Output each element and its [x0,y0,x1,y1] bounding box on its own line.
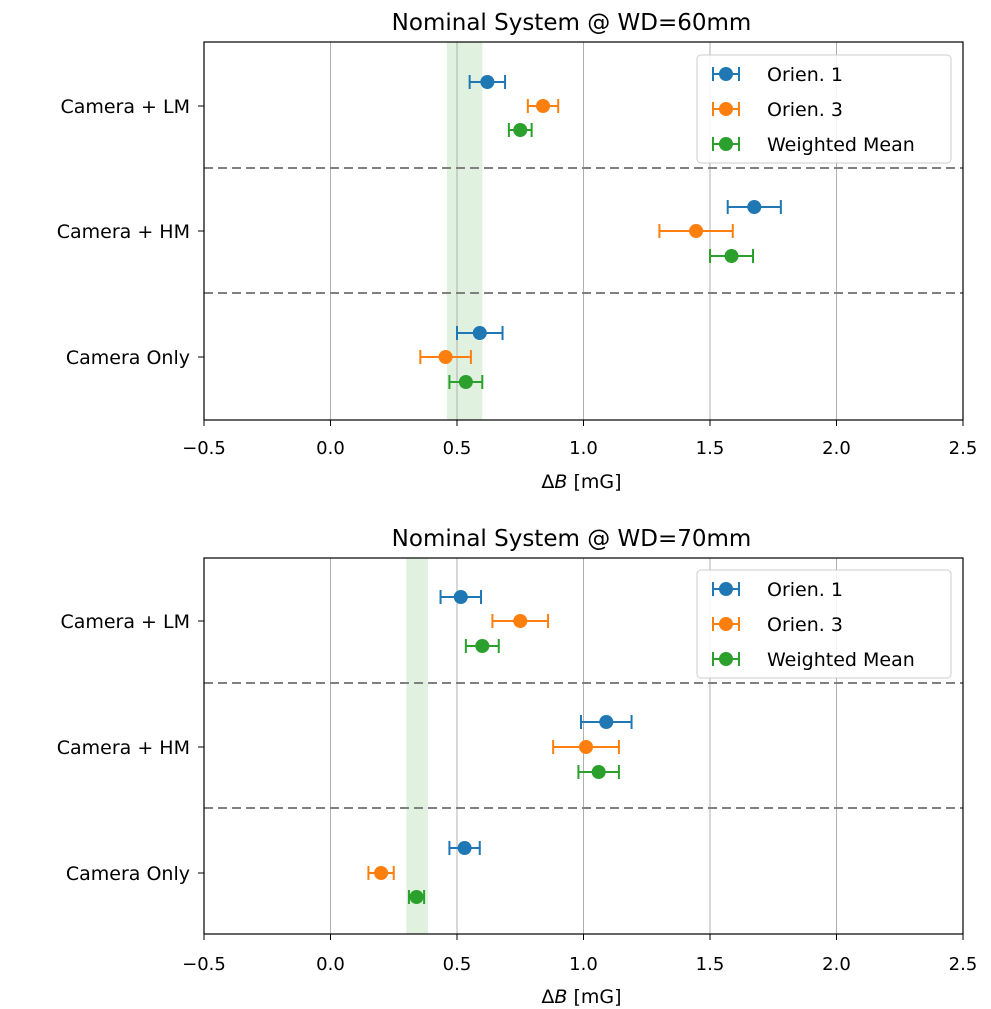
x-tick-label: 0.5 [443,954,472,975]
x-tick-label: 1.0 [569,954,598,975]
x-axis-label-delta: Δ [541,986,554,1008]
data-point [367,866,395,880]
point-marker [472,326,487,340]
point-marker [724,249,739,263]
reference-band [406,558,428,934]
legend-swatch-marker [719,102,733,116]
x-tick-label: −0.5 [182,438,226,459]
x-tick-label: 1.5 [696,954,725,975]
point-marker [457,841,472,855]
x-axis-label-unit: [mG] [567,986,621,1008]
x-tick-label: 0.0 [316,438,345,459]
legend-item: Orien. 3 [712,99,843,121]
legend-item: Orien. 1 [712,579,843,601]
data-point [468,75,507,89]
data-point [552,740,620,754]
legend-label: Orien. 3 [767,614,843,636]
x-axis-label-delta: Δ [541,471,554,493]
legend-swatch-marker [719,582,733,596]
point-marker [579,740,594,754]
x-tick-label: 2.0 [822,954,851,975]
legend-swatch-marker [719,67,733,81]
y-category-label: Camera + HM [57,737,190,759]
data-point [491,614,550,628]
x-tick-label: 1.5 [696,438,725,459]
legend-item: Orien. 3 [712,614,843,636]
data-point [448,375,484,389]
legend-swatch-marker [719,617,733,631]
legend: Orien. 1 Orien. 3 Weighted Mean [696,569,952,679]
chart-panel-2: −0.5 0.0 0.5 1.0 1.5 2.0 2.5 Camera + LM Camera … [57,526,978,1008]
y-category-label: Camera + HM [57,221,190,243]
data-point [456,326,504,340]
legend-box [696,569,952,679]
x-tick-label: 0.5 [443,438,472,459]
data-point [709,249,755,263]
point-marker [689,224,704,238]
data-point [464,639,500,653]
x-tick-label: 1.0 [569,438,598,459]
legend-label: Weighted Mean [767,134,915,156]
legend-swatch-marker [719,137,733,151]
y-category-label: Camera Only [66,863,190,885]
point-marker [513,614,528,628]
x-axis-label-unit: [mG] [567,471,621,493]
data-point [526,99,560,113]
point-marker [480,75,495,89]
chart-title: Nominal System @ WD=70mm [392,526,752,552]
data-point [579,715,633,729]
point-marker [438,350,453,364]
legend-label: Orien. 1 [767,579,843,601]
point-marker [458,375,473,389]
y-category-label: Camera + LM [60,611,190,633]
x-tick-label: 2.0 [822,438,851,459]
legend-item: Weighted Mean [712,649,915,671]
point-marker [536,99,551,113]
point-marker [475,639,490,653]
data-point [577,765,620,779]
x-tick-label: 2.5 [949,438,978,459]
data-point [448,841,481,855]
reference-band [446,42,483,420]
data-point [407,890,426,904]
data-point [507,123,533,137]
legend: Orien. 1 Orien. 3 Weighted Mean [696,54,952,164]
legend-label: Weighted Mean [767,649,915,671]
chart-title: Nominal System @ WD=60mm [392,10,752,36]
legend-item: Weighted Mean [712,134,915,156]
data-point [419,350,472,364]
point-marker [591,765,606,779]
x-axis-label: ΔB [mG] [541,471,621,493]
point-marker [374,866,389,880]
x-tick-label: 0.0 [316,954,345,975]
legend-label: Orien. 3 [767,99,843,121]
point-marker [513,123,528,137]
y-category-label: Camera Only [66,347,190,369]
x-axis-label-variable: B [554,986,567,1008]
point-marker [453,590,468,604]
point-marker [747,200,762,214]
chart-panel-1: −0.5 0.0 0.5 1.0 1.5 2.0 2.5 Camera + LM Camera … [57,10,978,493]
x-tick-label: −0.5 [182,954,226,975]
data-point [726,200,782,214]
legend-label: Orien. 1 [767,64,843,86]
legend-box [696,54,952,164]
data-point [658,224,734,238]
data-point [439,590,483,604]
x-axis-label-variable: B [554,471,567,493]
x-tick-label: 2.5 [949,954,978,975]
legend-item: Orien. 1 [712,64,843,86]
x-axis-label: ΔB [mG] [541,986,621,1008]
legend-swatch-marker [719,652,733,666]
point-marker [409,890,424,904]
y-category-label: Camera + LM [60,96,190,118]
point-marker [599,715,614,729]
